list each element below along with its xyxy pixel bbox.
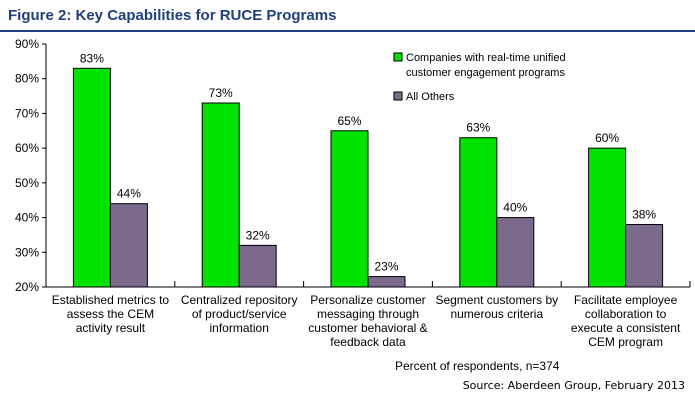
data-label: 65% <box>337 114 361 128</box>
category-label: numerous criteria <box>450 307 543 321</box>
category-label: information <box>210 321 269 335</box>
y-tick-label: 40% <box>15 211 39 225</box>
category-label: assess the CEM <box>67 307 154 321</box>
source-note: Source: Aberdeen Group, February 2013 <box>462 379 685 392</box>
y-tick-label: 80% <box>15 72 39 86</box>
legend-swatch <box>393 52 403 62</box>
y-tick-label: 90% <box>15 37 39 51</box>
data-label: 44% <box>117 187 141 201</box>
data-label: 40% <box>503 201 527 215</box>
category-label: feedback data <box>330 335 406 349</box>
data-label: 83% <box>80 51 104 65</box>
data-label: 60% <box>595 131 619 145</box>
figure-title: Figure 2: Key Capabilities for RUCE Prog… <box>8 7 337 24</box>
category-label: activity result <box>76 321 146 335</box>
y-tick-label: 70% <box>15 106 39 120</box>
data-label: 32% <box>246 228 270 242</box>
data-label: 38% <box>632 208 656 222</box>
category-label: CEM program <box>588 335 663 349</box>
legend-label: Companies with real-time unified <box>406 52 566 64</box>
data-label: 73% <box>209 86 233 100</box>
legend-label: All Others <box>406 91 455 103</box>
y-tick-label: 30% <box>15 245 39 259</box>
category-label: Personalize customer <box>310 293 425 307</box>
category-label: collaboration to <box>585 307 667 321</box>
category-label: Segment customers by <box>435 293 558 307</box>
bar-others <box>238 244 277 288</box>
y-tick-label: 50% <box>15 176 39 190</box>
category-label: of product/service <box>192 307 287 321</box>
bar-others <box>109 203 148 288</box>
category-label: customer behavioral & <box>308 321 427 335</box>
legend-swatch <box>393 91 403 101</box>
y-tick-label: 20% <box>15 280 39 294</box>
bar-ruce <box>588 147 627 288</box>
category-label: messaging through <box>317 307 419 321</box>
category-label: Facilitate employee <box>574 293 678 307</box>
bar-ruce <box>72 67 111 288</box>
bar-others <box>496 217 535 288</box>
title-bar: Figure 2: Key Capabilities for RUCE Prog… <box>0 0 695 32</box>
bar-ruce <box>459 137 498 288</box>
data-label: 63% <box>466 121 490 135</box>
bar-others <box>367 276 406 288</box>
legend-label: customer engagement programs <box>406 67 565 79</box>
category-label: execute a consistent <box>571 321 681 335</box>
category-label: Centralized repository <box>181 293 298 307</box>
footnote: Percent of respondents, n=374 <box>395 359 560 373</box>
category-label: Established metrics to <box>52 293 170 307</box>
data-label: 23% <box>374 260 398 274</box>
y-tick-label: 60% <box>15 141 39 155</box>
bar-ruce <box>201 102 240 288</box>
bar-ruce <box>330 130 369 288</box>
bar-others <box>625 224 664 288</box>
